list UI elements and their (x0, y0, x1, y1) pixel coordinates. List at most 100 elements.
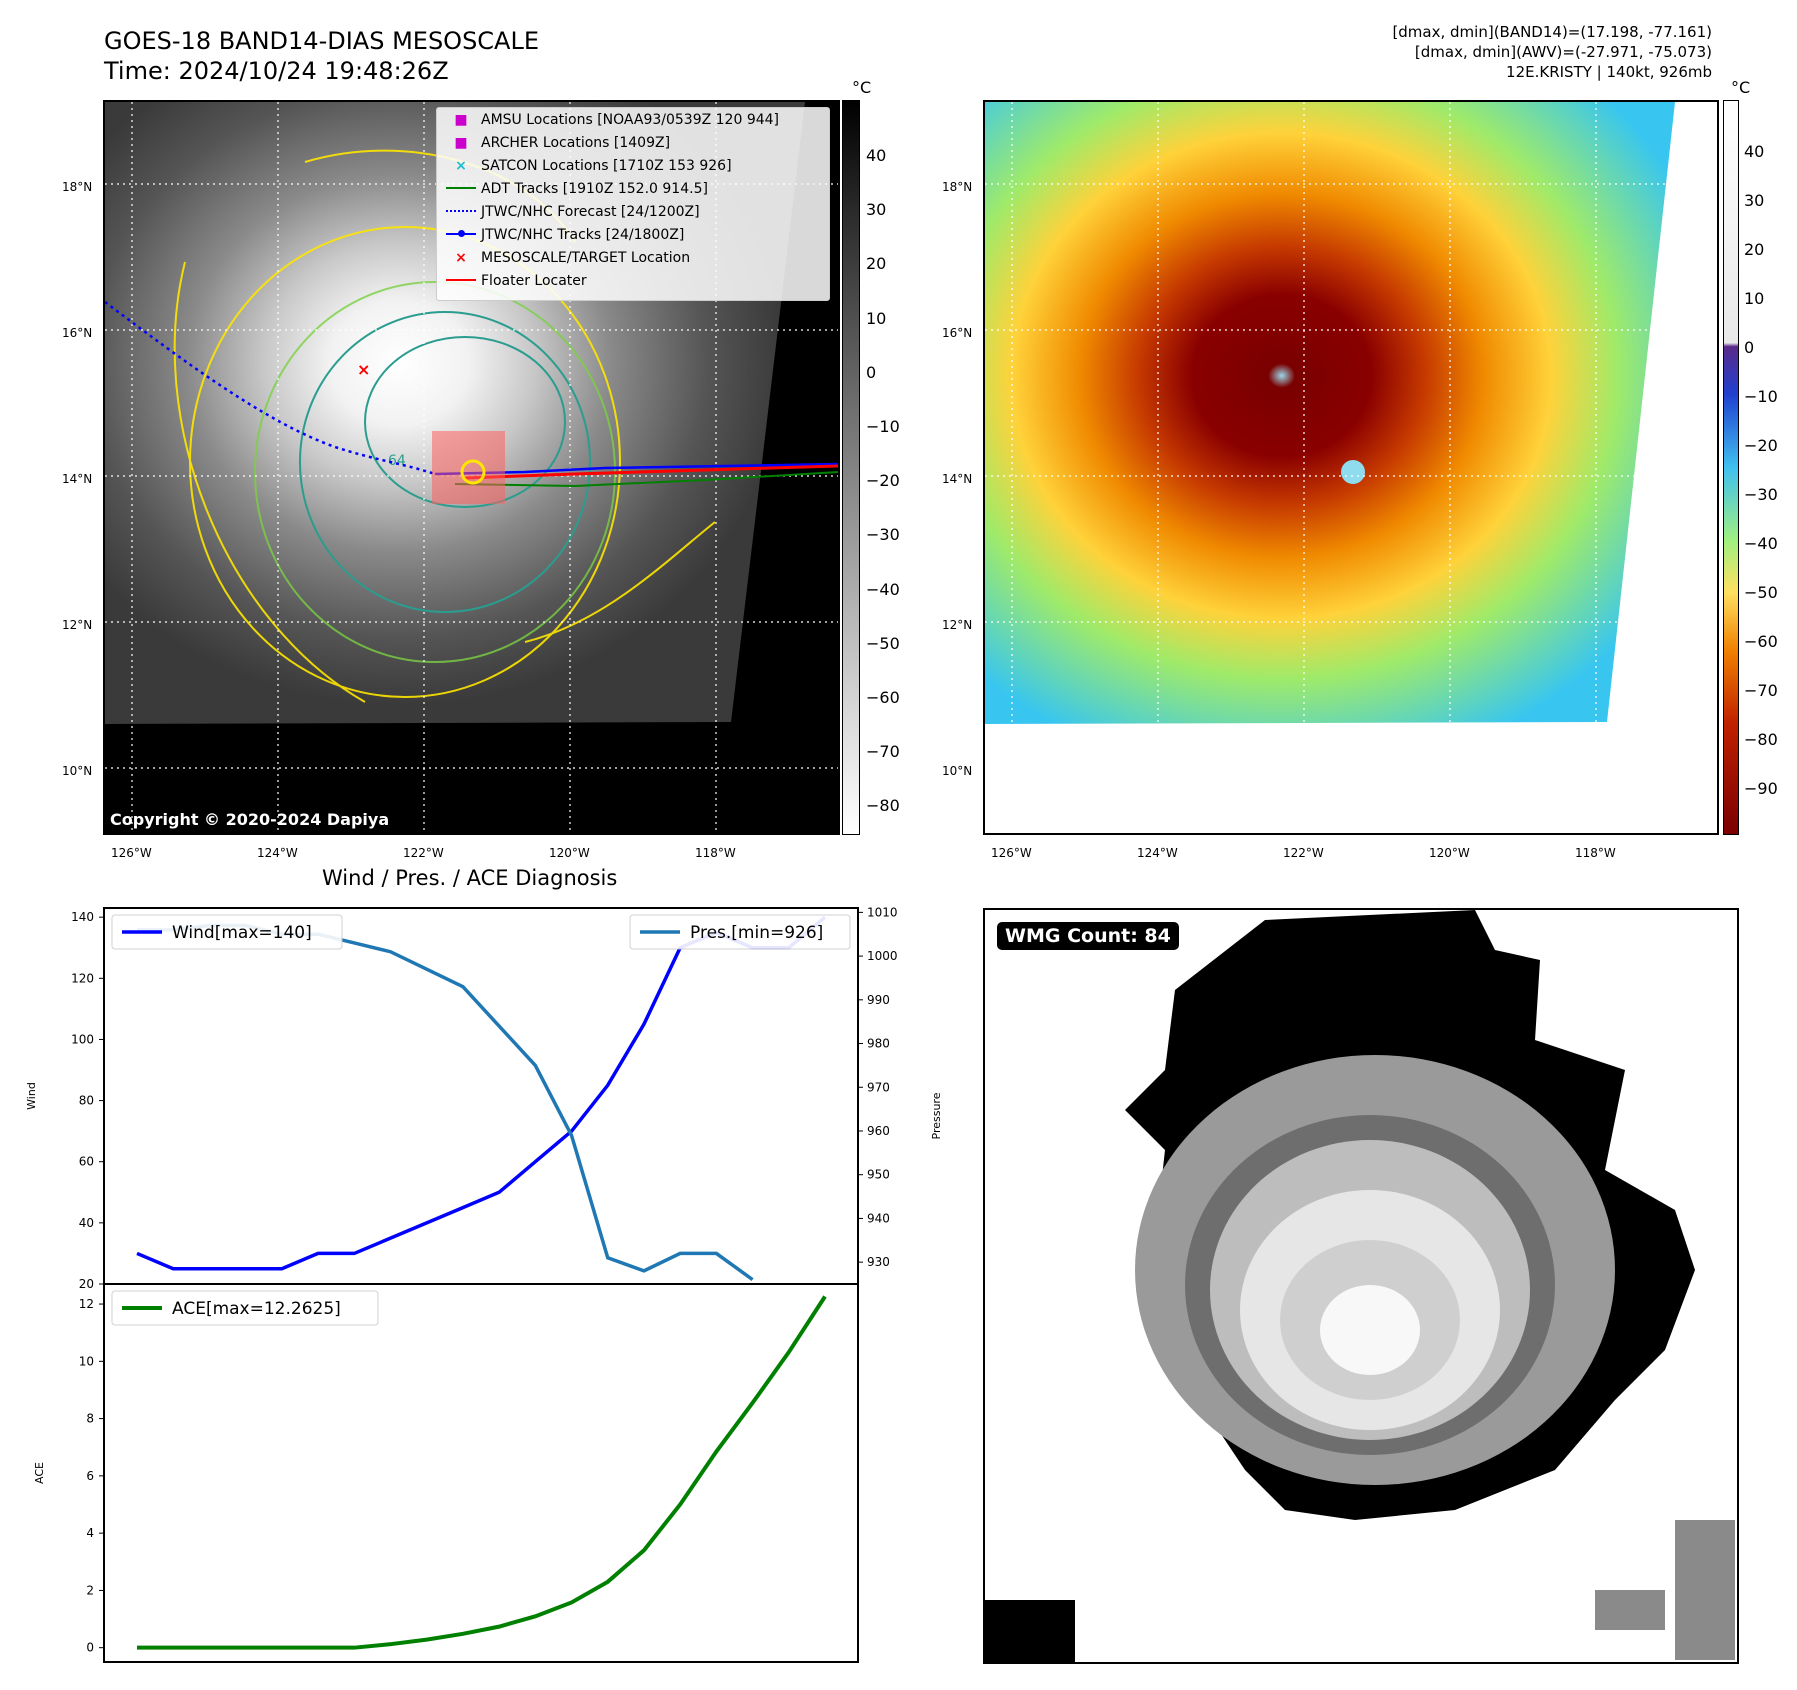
contour-label: 64 (388, 453, 406, 469)
colorbar-tick-label: −30 (1744, 485, 1778, 504)
dotted-line-icon (441, 206, 481, 216)
colorbar-tick-label: −50 (866, 633, 900, 653)
title-line-1: GOES-18 BAND14-DIAS MESOSCALE (104, 27, 540, 55)
wind-pressure-ace-chart: 2040608010012014093094095096097098099010… (25, 905, 940, 1663)
lat-tick-label: 12°N (62, 618, 93, 632)
stats-line-3: 12E.KRISTY | 140kt, 926mb (1506, 63, 1712, 81)
lat-tick-label: 18°N (942, 180, 973, 194)
wmg-count-badge: WMG Count: 84 (997, 922, 1179, 950)
lat-tick-label: 12°N (942, 618, 973, 632)
stats-line-1: [dmax, dmin](BAND14)=(17.198, -77.161) (1392, 23, 1712, 41)
colorbar-tick-label: 10 (866, 308, 887, 328)
colorbar-tick-label: −10 (1744, 387, 1778, 406)
legend-item-satcon: × SATCON Locations [1710Z 153 926] (441, 158, 731, 174)
y2-tick-label: 960 (867, 1124, 890, 1138)
stats-line-2: [dmax, dmin](AWV)=(-27.971, -75.073) (1414, 43, 1712, 61)
colorbar-tick-label: −60 (866, 688, 900, 707)
wind-legend-box (111, 914, 343, 950)
lat-tick-label: 10°N (62, 764, 93, 778)
pressure-series-line (137, 923, 754, 1282)
y-tick-label: 140 (71, 910, 94, 924)
colorbar-tick-label: −70 (1744, 681, 1778, 700)
y-tick-label: 60 (79, 1155, 94, 1169)
x-marker-icon: × (455, 250, 467, 266)
wind-series-line (136, 915, 827, 1271)
legend-item-archer: ■ ARCHER Locations [1409Z] (441, 135, 670, 151)
y2-tick-label: 1010 (867, 905, 898, 919)
colorbar-tick-label: 0 (1744, 338, 1755, 357)
colorbar-tick-label: −30 (866, 525, 900, 545)
lon-tick-label: 126°W (991, 846, 1032, 860)
y2-tick-label: 990 (867, 993, 890, 1007)
square-marker-icon: ■ (454, 135, 468, 151)
colorbar-tick-label: −20 (1744, 436, 1778, 455)
ir-legend: ■ AMSU Locations [NOAA93/0539Z 120 944] ■… (436, 107, 830, 301)
lat-tick-label: 14°N (942, 472, 973, 486)
colorbar-tick-label: −40 (866, 579, 900, 599)
pressure-axis-label: Pressure (930, 1092, 940, 1139)
ace-legend-box (111, 1290, 379, 1326)
ace-tick-label: 4 (86, 1526, 94, 1540)
wmg-image (985, 910, 1735, 1662)
colorbar-tick-label: 20 (1744, 240, 1765, 259)
colorbar-tick-label: −80 (866, 796, 900, 816)
ir-colorbar (842, 100, 860, 835)
y2-tick-label: 1000 (867, 949, 898, 963)
line-dot-icon (441, 229, 481, 239)
lon-tick-label: 122°W (1283, 846, 1324, 860)
y-tick-label: 40 (79, 1216, 94, 1230)
square-marker-icon: ■ (454, 112, 468, 128)
legend-item-forecast: JTWC/NHC Forecast [24/1200Z] (441, 204, 700, 220)
ace-tick-label: 2 (86, 1583, 94, 1597)
awv-satellite-panel (983, 100, 1719, 835)
colorbar-tick-label: −90 (1744, 779, 1778, 798)
legend-item-amsu: ■ AMSU Locations [NOAA93/0539Z 120 944] (441, 112, 779, 128)
legend-item-floater: Floater Locater (441, 273, 587, 289)
line-marker-icon (441, 275, 481, 285)
lon-tick-label: 122°W (403, 846, 444, 860)
awv-colorbar (1723, 100, 1739, 835)
ace-legend-label: ACE[max=12.2625] (172, 1299, 341, 1319)
ir-satellite-panel: 64 × ■ AMSU Locations [NOAA93/0539Z 120 9… (103, 100, 840, 835)
wmg-panel: WMG Count: 84 (983, 908, 1739, 1664)
ace-tick-label: 8 (86, 1412, 94, 1426)
copyright-text: Copyright © 2020-2024 Dapiya (110, 810, 390, 829)
ace-tick-label: 0 (86, 1641, 94, 1655)
lon-tick-label: 118°W (1575, 846, 1616, 860)
colorbar-tick-label: −40 (1744, 534, 1778, 553)
lat-tick-label: 10°N (942, 764, 973, 778)
colorbar-tick-label: −70 (866, 742, 900, 762)
lat-tick-label: 16°N (942, 326, 973, 340)
colorbar-tick-label: 20 (866, 254, 887, 274)
lon-tick-label: 126°W (111, 846, 152, 860)
y2-tick-label: 980 (867, 1037, 890, 1051)
chart-title: Wind / Pres. / ACE Diagnosis (322, 866, 618, 890)
pressure-legend-label: Pres.[min=926] (690, 923, 823, 943)
wind-legend-label: Wind[max=140] (172, 923, 312, 943)
colorbar-tick-label: 10 (1744, 289, 1765, 308)
y2-tick-label: 970 (867, 1080, 890, 1094)
colorbar-tick-label: 30 (1744, 191, 1765, 210)
y-tick-label: 20 (79, 1277, 94, 1291)
colorbar-tick-label: 30 (866, 200, 887, 220)
legend-item-mesoscale: × MESOSCALE/TARGET Location (441, 250, 690, 266)
lon-tick-label: 120°W (549, 846, 590, 860)
ace-axis-label: ACE (33, 1462, 46, 1484)
y-tick-label: 100 (71, 1032, 94, 1046)
legend-item-adt: ADT Tracks [1910Z 152.0 914.5] (441, 181, 708, 197)
ace-plot-frame (103, 1283, 859, 1663)
colorbar-tick-label: −10 (866, 417, 900, 436)
colorbar-tick-label: 40 (866, 146, 887, 165)
colorbar-tick-label: −20 (866, 471, 900, 491)
lon-tick-label: 118°W (695, 846, 736, 860)
y-tick-label: 80 (79, 1094, 94, 1108)
y2-tick-label: 930 (867, 1255, 890, 1269)
lon-tick-label: 120°W (1429, 846, 1470, 860)
lat-tick-label: 18°N (62, 180, 93, 194)
lon-tick-label: 124°W (1137, 846, 1178, 860)
lat-tick-label: 14°N (62, 472, 93, 486)
colorbar-tick-label: −80 (1744, 730, 1778, 749)
wind-plot-frame (103, 907, 859, 1285)
wind-axis-label: Wind (25, 1082, 38, 1110)
colorbar-tick-label: −50 (1744, 583, 1778, 602)
